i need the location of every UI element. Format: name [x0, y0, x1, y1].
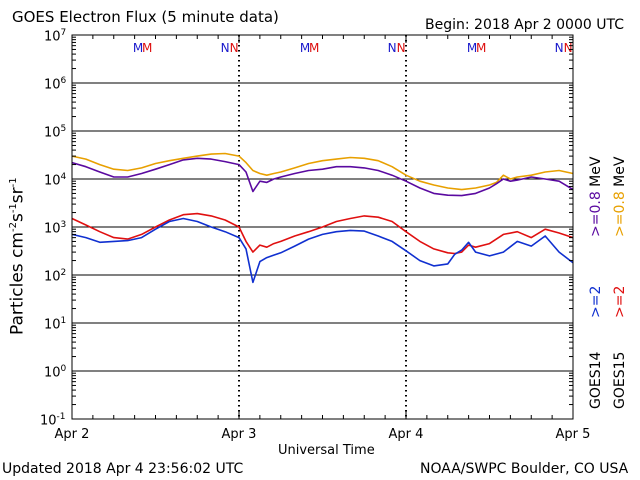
y-tick-exp: 5	[60, 124, 67, 134]
y-tick-label-0: 107	[44, 25, 66, 45]
y-tick-exp: 3	[60, 220, 67, 230]
y-axis-title-exp3: -1	[8, 177, 19, 188]
y-tick-label-7: 100	[44, 361, 66, 381]
x-tick-label-2: Apr 4	[388, 427, 424, 442]
y-tick-exp: 1	[60, 316, 67, 326]
updated-timestamp: Updated 2018 Apr 4 23:56:02 UTC	[2, 461, 244, 477]
legend-orange-label: >=0.8	[612, 191, 628, 237]
y-tick-base: 10	[40, 413, 57, 429]
y-tick-label-5: 102	[44, 265, 66, 285]
legend-goes14: GOES14	[588, 352, 604, 409]
series-line-goes15-high	[71, 152, 574, 191]
y-tick-exp: 4	[60, 172, 67, 182]
legend-goes14-high: >=0.8 MeV	[588, 157, 604, 237]
plot-frame	[71, 34, 574, 420]
y-tick-exp: 2	[60, 268, 67, 278]
legend-goes15-label: GOES15	[612, 351, 628, 409]
y-axis-title-text: Particles cm	[7, 232, 28, 335]
y-axis-title: Particles cm-2s-1sr-1	[6, 177, 28, 335]
satellite-position-markers: MM N N MM N N MM N N	[133, 41, 573, 55]
begin-time-label: Begin: 2018 Apr 2 0000 UTC	[425, 17, 624, 33]
marker-m-5: M	[309, 41, 319, 55]
legend-goes15-high: >=0.8 MeV	[612, 157, 628, 237]
marker-n-10: N	[555, 41, 564, 55]
legend-goes15: GOES15	[612, 352, 628, 409]
legend-blue-label: >=2	[588, 285, 604, 318]
series-line-goes14-high	[71, 157, 574, 197]
marker-n-3: N	[230, 41, 239, 55]
y-tick-label-2: 105	[44, 121, 66, 141]
marker-n-11: N	[564, 41, 573, 55]
legend-goes14-label: GOES14	[588, 351, 604, 409]
legend-goes14-low: >=2	[588, 286, 604, 318]
x-tick-label-0: Apr 2	[54, 427, 90, 442]
y-tick-base: 10	[44, 77, 61, 93]
y-axis-title-s: s	[7, 213, 28, 223]
x-tick-label-3: Apr 5	[555, 427, 591, 442]
marker-m-9: M	[476, 41, 486, 55]
x-tick-label-1: Apr 3	[221, 427, 257, 442]
legend-unit-low: MeV	[588, 156, 604, 187]
day-separators	[238, 35, 407, 419]
series-line-goes14-low	[71, 217, 574, 284]
marker-m-1: M	[142, 41, 152, 55]
legend-purple-label: >=0.8	[588, 191, 604, 237]
credit-label: NOAA/SWPC Boulder, CO USA	[420, 461, 629, 477]
legend-goes15-low: >=2	[612, 286, 628, 318]
y-tick-base: 10	[44, 221, 61, 237]
legend-red-label: >=2	[612, 285, 628, 318]
y-tick-base: 10	[44, 173, 61, 189]
y-tick-exp: -1	[56, 412, 66, 422]
y-tick-label-4: 103	[44, 217, 66, 237]
y-tick-label-3: 104	[44, 169, 66, 189]
marker-n-6: N	[388, 41, 397, 55]
y-tick-exp: 0	[60, 364, 67, 374]
y-axis-title-exp2: -1	[8, 203, 19, 214]
y-axis-title-exp1: -2	[8, 222, 19, 233]
x-axis-title: Universal Time	[278, 443, 375, 458]
marker-n-7: N	[397, 41, 406, 55]
y-axis-title-sr: sr	[7, 187, 28, 204]
y-tick-base: 10	[44, 29, 61, 45]
chart-title: GOES Electron Flux (5 minute data)	[12, 8, 279, 26]
y-tick-label-1: 106	[44, 73, 66, 93]
y-tick-exp: 6	[60, 76, 67, 86]
legend-unit-high: MeV	[612, 156, 628, 187]
y-tick-label-8: 10-1	[40, 409, 66, 429]
marker-m-8: M	[467, 41, 477, 55]
series-layer	[71, 152, 574, 284]
y-tick-base: 10	[44, 269, 61, 285]
y-tick-label-6: 101	[44, 313, 66, 333]
y-tick-base: 10	[44, 365, 61, 381]
marker-m-0: M	[133, 41, 143, 55]
marker-m-4: M	[300, 41, 310, 55]
y-tick-exp: 7	[60, 28, 67, 38]
y-tick-base: 10	[44, 125, 61, 141]
y-tick-base: 10	[44, 317, 61, 333]
marker-n-2: N	[221, 41, 230, 55]
series-line-goes15-low	[71, 212, 574, 255]
